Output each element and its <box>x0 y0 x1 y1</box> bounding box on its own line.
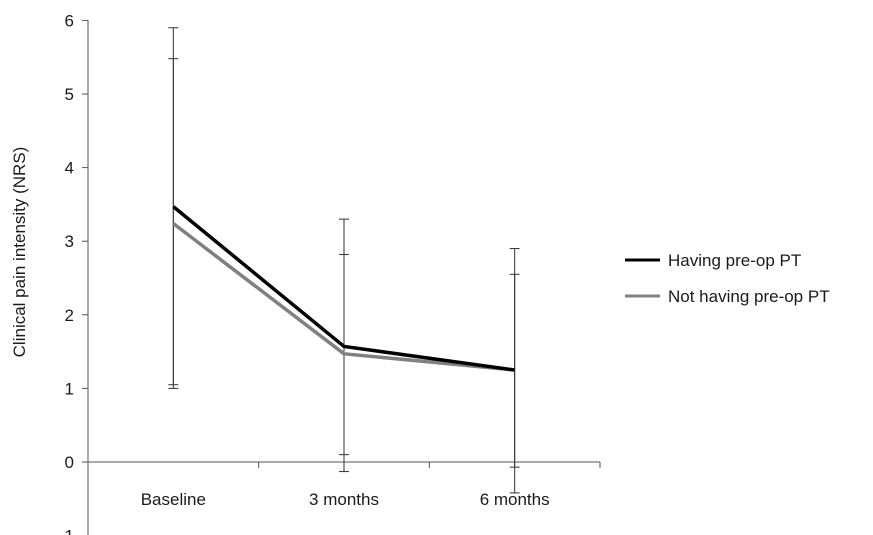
series-line <box>172 205 515 372</box>
legend: Having pre-op PT Not having pre-op PT <box>625 251 830 306</box>
y-axis: −1 0 1 2 3 4 5 6 <box>55 11 89 535</box>
y-tick-label: 3 <box>65 232 74 251</box>
y-axis-title: Clinical pain intensity (NRS) <box>10 147 29 358</box>
error-bars <box>168 27 520 494</box>
y-tick-label: 0 <box>65 453 74 472</box>
x-tick-label: 6 months <box>480 490 550 509</box>
x-tick-label: Baseline <box>141 490 206 509</box>
y-tick-label: −1 <box>55 527 74 535</box>
y-tick-label: 2 <box>65 306 74 325</box>
y-tick-label: 6 <box>65 11 74 30</box>
y-tick-label: 5 <box>65 85 74 104</box>
x-tick-label: 3 months <box>309 490 379 509</box>
legend-label: Having pre-op PT <box>668 251 801 270</box>
series-lines <box>172 205 515 372</box>
y-tick-label: 1 <box>65 379 74 398</box>
series-line <box>172 222 515 372</box>
legend-label: Not having pre-op PT <box>668 287 830 306</box>
y-tick-label: 4 <box>65 159 74 178</box>
